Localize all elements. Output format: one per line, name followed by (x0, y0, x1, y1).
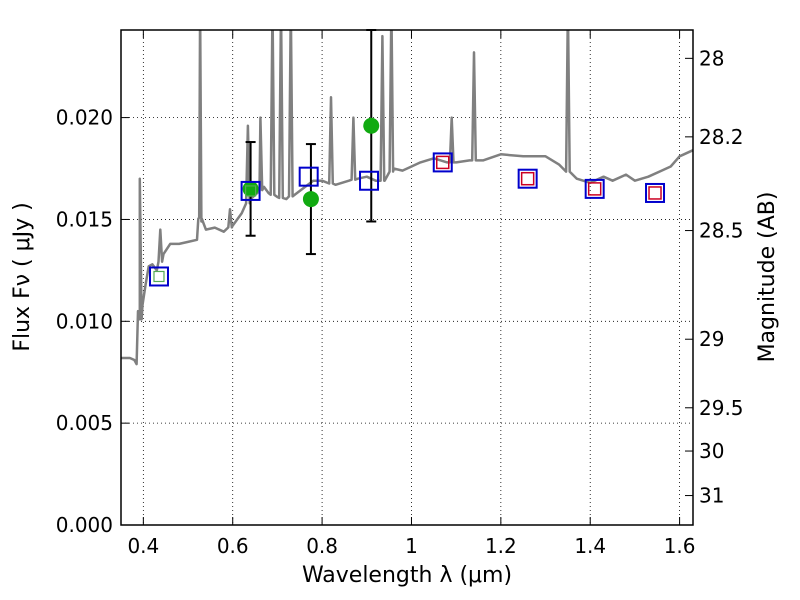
x-tick-label: 0.6 (217, 534, 249, 558)
model-square (432, 152, 453, 173)
y-axis: 0.000 0.005 0.010 0.015 0.020 (56, 106, 129, 537)
sed-line (121, 30, 693, 366)
model-inner-square (153, 270, 165, 283)
plot-frame (120, 29, 694, 526)
model-square (359, 170, 380, 191)
model-inner-square (648, 186, 662, 200)
right-tick-label: 31 (699, 484, 724, 508)
y-tick-label: 0.015 (56, 207, 113, 231)
y-tick-label: 0.010 (56, 309, 113, 333)
right-axis-label: Magnitude (AB) (755, 192, 780, 363)
observed-point (302, 191, 319, 208)
model-inner-square (520, 171, 535, 186)
model-square (584, 178, 605, 199)
y-tick-label: 0.000 (56, 513, 113, 537)
y-tick-label: 0.005 (56, 411, 113, 435)
x-tick-label: 1.4 (574, 534, 606, 558)
model-square (298, 166, 319, 187)
observed-points (242, 117, 380, 208)
x-tick-label: 1.2 (485, 534, 517, 558)
right-tick-label: 30 (699, 439, 724, 463)
model-inner-square (436, 155, 450, 170)
plot-background (121, 30, 693, 525)
observed-point (242, 180, 259, 197)
x-axis-label: Wavelength λ (μm) (302, 563, 512, 588)
model-square (645, 182, 666, 203)
model-square (240, 180, 261, 201)
observed-point (363, 117, 380, 134)
right-tick-label: 28.5 (699, 219, 744, 243)
right-tick-label: 29.5 (699, 396, 744, 420)
model-inner-square (244, 185, 257, 197)
x-tick-label: 0.8 (306, 534, 338, 558)
y-axis-label: Flux Fν ( μJy ) (10, 202, 35, 351)
model-square (148, 266, 169, 287)
x-tick-label: 1 (405, 534, 418, 558)
right-axis: 28 28.2 28.5 29 29.5 30 31 (685, 46, 744, 508)
x-tick-label: 1.6 (664, 534, 696, 558)
model-square (517, 168, 538, 189)
right-tick-label: 28.2 (699, 125, 744, 149)
model-inner-square (587, 182, 602, 196)
sed-spectrum (121, 30, 693, 366)
x-axis: 0.4 0.6 0.8 1 1.2 1.4 1.6 (127, 30, 696, 558)
right-tick-label: 29 (699, 327, 724, 351)
right-tick-label: 28 (699, 46, 724, 70)
y-tick-label: 0.020 (56, 106, 113, 130)
x-tick-label: 0.4 (127, 534, 159, 558)
model-markers (148, 152, 666, 287)
